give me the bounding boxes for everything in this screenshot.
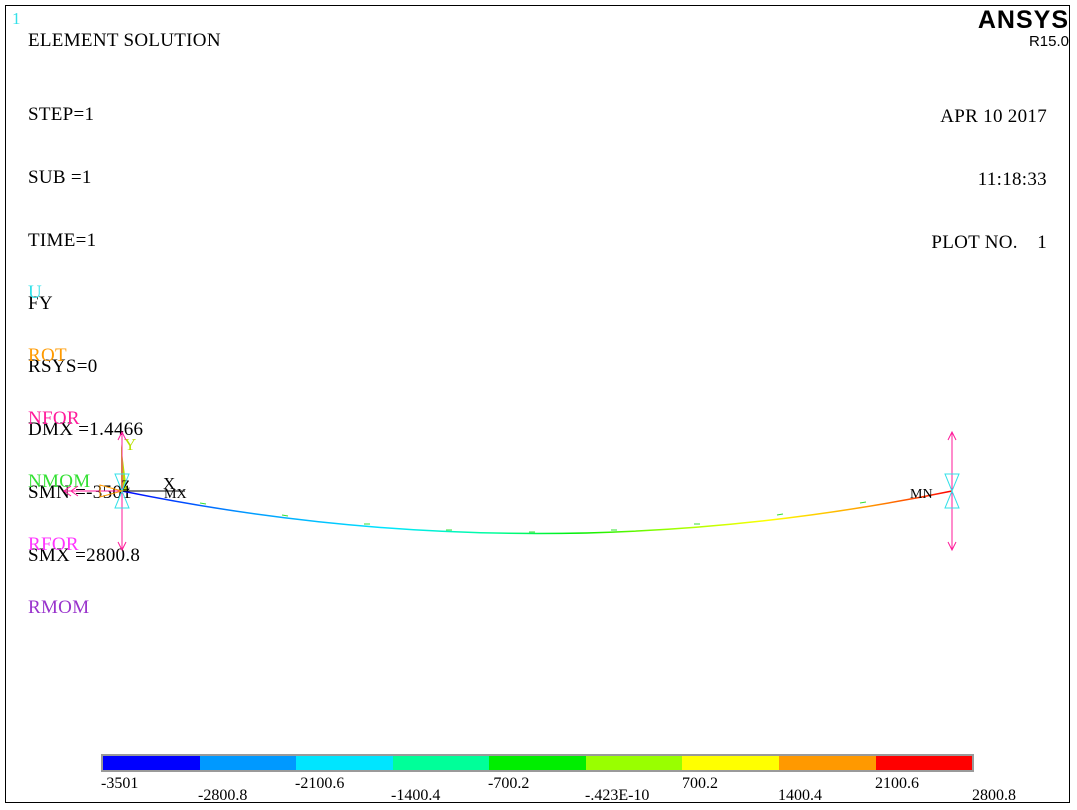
info-smn: SMN =-3501 [28, 482, 132, 503]
legend-u: U [28, 282, 43, 303]
axis-x-label: X [163, 474, 175, 493]
info-dmx: DMX =1.4466 [28, 419, 144, 440]
plot-stamp: APR 10 2017 11:18:33 PLOT NO. 1 [931, 64, 1047, 274]
colorbar-label-1: -3501 [101, 775, 139, 792]
info-time: TIME=1 [28, 230, 97, 251]
colorbar-band [392, 756, 490, 770]
info-smx: SMX =2800.8 [28, 545, 141, 566]
brand-name: ANSYS [977, 6, 1069, 34]
ansys-logo: ANSYS R15.0 [978, 6, 1069, 50]
max-marker: MN [910, 487, 933, 502]
stamp-date: APR 10 2017 [940, 106, 1047, 127]
symbol-legend: U ROT NFOR NMOM RFOR RMOM [28, 240, 90, 639]
legend-rot: ROT [28, 345, 67, 366]
colorbar-label-2: -2800.8 [198, 787, 248, 804]
node-markers [199, 501, 867, 533]
stamp-plot-number: 1 [1037, 232, 1047, 253]
colorbar-label-5: -700.2 [488, 775, 530, 792]
colorbar-band [489, 756, 586, 770]
right-support-constraint [944, 473, 960, 509]
solution-info: STEP=1 SUB =1 TIME=1 FY RSYS=0 DMX =1.44… [28, 62, 143, 587]
axis-z-label: Z [121, 478, 130, 494]
colorbar-label-10: 2800.8 [972, 787, 1016, 804]
info-item: FY [28, 293, 53, 314]
info-rsys: RSYS=0 [28, 356, 98, 377]
window-number: 1 [12, 9, 21, 28]
colorbar-label-4: -1400.4 [391, 787, 441, 804]
left-support-reaction [63, 430, 127, 552]
legend-rmom: RMOM [28, 597, 90, 618]
brand-release: R15.0 [1028, 33, 1069, 50]
colorbar-label-3: -2100.6 [295, 775, 345, 792]
stamp-plot-label: PLOT NO. [931, 232, 1018, 253]
colorbar-label-7: 700.2 [682, 775, 718, 792]
deformed-beam [121, 490, 953, 535]
colorbar-label-6: -.423E-10 [585, 787, 650, 804]
legend-nfor: NFOR [28, 408, 80, 429]
colorbar-band [199, 756, 297, 770]
colorbar-band [585, 756, 683, 770]
colorbar-band [875, 756, 973, 770]
contour-colorbar [101, 754, 974, 772]
colorbar-label-8: 1400.4 [778, 787, 822, 804]
graphics-window-frame [5, 5, 1070, 803]
colorbar-band [682, 756, 779, 770]
left-support-constraint [99, 473, 130, 509]
stamp-time: 11:18:33 [977, 169, 1047, 190]
plot-title: ELEMENT SOLUTION [28, 30, 221, 51]
legend-nmom: NMOM [28, 471, 91, 492]
info-substep: SUB =1 [28, 167, 92, 188]
colorbar-band [103, 756, 200, 770]
min-marker: MX [164, 487, 187, 502]
colorbar-band [778, 756, 876, 770]
axis-y-label: Y [124, 435, 136, 454]
colorbar-label-9: 2100.6 [875, 775, 919, 792]
colorbar-band [296, 756, 393, 770]
legend-rfor: RFOR [28, 534, 79, 555]
stamp-plot: PLOT NO. 1 [931, 232, 1047, 253]
info-step: STEP=1 [28, 104, 95, 125]
